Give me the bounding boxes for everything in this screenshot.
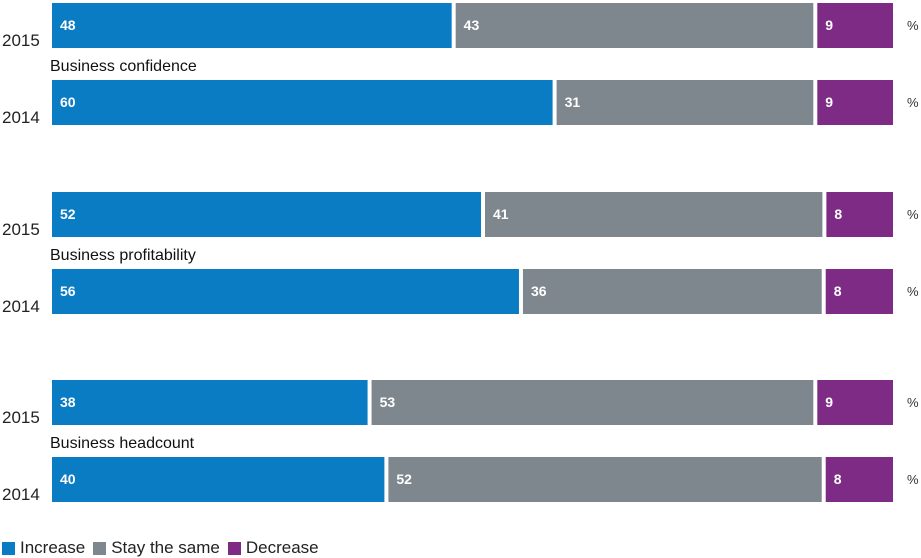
- legend-item-increase: Increase: [2, 538, 85, 558]
- year-label-2015: 2015: [2, 31, 40, 50]
- value-label-stay-the-same: 52: [396, 471, 412, 487]
- value-label-stay-the-same: 36: [531, 283, 547, 299]
- unit-label: %: [907, 207, 919, 222]
- legend-label-decrease: Decrease: [245, 538, 319, 557]
- group-label-business-profitability: Business profitability: [50, 247, 196, 264]
- value-label-stay-the-same: 43: [464, 17, 480, 33]
- year-label-2014: 2014: [2, 297, 40, 316]
- bar-segment-stay-the-same: [388, 457, 822, 502]
- bar-segment-stay-the-same: [455, 3, 814, 48]
- value-label-increase: 38: [60, 394, 76, 410]
- legend-label-stay-the-same: Stay the same: [111, 538, 220, 557]
- unit-label: %: [907, 395, 919, 410]
- value-label-decrease: 9: [825, 394, 833, 410]
- value-label-decrease: 8: [834, 283, 842, 299]
- value-label-stay-the-same: 41: [493, 206, 509, 222]
- year-label-2015: 2015: [2, 408, 40, 427]
- bar-segment-decrease: [825, 269, 893, 314]
- value-label-decrease: 8: [834, 206, 842, 222]
- bar-segment-increase: [52, 269, 519, 314]
- group-label-business-headcount: Business headcount: [50, 435, 195, 452]
- unit-label: %: [907, 95, 919, 110]
- legend-swatch-increase: [2, 541, 15, 555]
- unit-label: %: [907, 472, 919, 487]
- bar-segment-decrease: [825, 457, 893, 502]
- unit-label: %: [907, 18, 919, 33]
- unit-label: %: [907, 284, 919, 299]
- value-label-decrease: 9: [825, 94, 833, 110]
- legend-label-increase: Increase: [20, 538, 86, 557]
- value-label-increase: 60: [60, 94, 76, 110]
- year-label-2014: 2014: [2, 485, 40, 504]
- bar-segment-stay-the-same: [522, 269, 822, 314]
- legend-item-stay-the-same: Stay the same: [93, 538, 220, 558]
- value-label-stay-the-same: 31: [565, 94, 581, 110]
- legend-item-decrease: Decrease: [227, 538, 319, 558]
- bar-segment-increase: [52, 3, 452, 48]
- value-label-increase: 56: [60, 283, 76, 299]
- chart-legend: Increase Stay the same Decrease: [2, 538, 327, 558]
- value-label-increase: 48: [60, 17, 76, 33]
- value-label-decrease: 9: [825, 17, 833, 33]
- bar-segment-decrease: [826, 192, 893, 237]
- value-label-increase: 40: [60, 471, 76, 487]
- bar-segment-decrease: [817, 80, 893, 125]
- bar-segment-stay-the-same: [484, 192, 823, 237]
- bar-segment-decrease: [817, 3, 893, 48]
- legend-swatch-decrease: [227, 541, 241, 555]
- bar-segment-increase: [52, 457, 385, 502]
- value-label-decrease: 8: [834, 471, 842, 487]
- bar-segment-increase: [52, 380, 368, 425]
- bar-segment-increase: [52, 192, 481, 237]
- legend-swatch-stay-the-same: [93, 541, 107, 555]
- value-label-stay-the-same: 53: [380, 394, 396, 410]
- bar-segment-increase: [52, 80, 553, 125]
- value-label-increase: 52: [60, 206, 76, 222]
- bar-segment-stay-the-same: [556, 80, 814, 125]
- group-label-business-confidence: Business confidence: [50, 58, 197, 75]
- bar-segment-decrease: [817, 380, 893, 425]
- year-label-2014: 2014: [2, 108, 40, 127]
- year-label-2015: 2015: [2, 220, 40, 239]
- bar-segment-stay-the-same: [371, 380, 814, 425]
